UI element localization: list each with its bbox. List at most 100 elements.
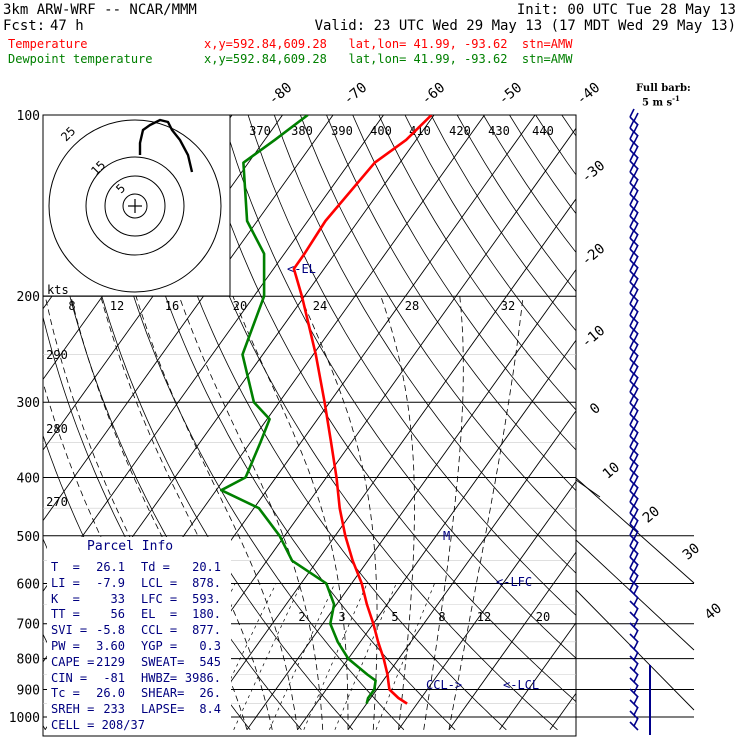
wind-barb <box>629 570 639 588</box>
legend-temperature-name: Temperature <box>8 37 88 51</box>
wind-barb-flag <box>633 222 639 232</box>
isotherm <box>448 551 576 731</box>
wind-barb-flag <box>629 482 635 492</box>
theta-label: 370 <box>249 124 271 138</box>
wind-barb <box>629 383 639 401</box>
wind-barb-flag <box>633 475 639 485</box>
hodograph-ring <box>48 119 222 293</box>
parcel-info-panel: Parcel Info T = 26.1 Td = 20.1 LI = -7.9 LCL =… <box>47 537 231 735</box>
hodograph-ring <box>122 193 148 219</box>
isotherm <box>549 692 576 731</box>
lcl-annotation: <-LCL <box>503 678 539 692</box>
wind-barb-flag <box>629 570 635 580</box>
init-time: Init: 00 UTC Tue 28 May 13 <box>516 2 736 18</box>
dry-adiabat <box>404 115 576 371</box>
pressure-label-800: 800 <box>17 653 40 668</box>
theta-side-label: 290 <box>46 348 68 362</box>
wind-barb-flag <box>629 526 635 536</box>
wind-barb-flag <box>633 156 639 166</box>
m-annotation: M <box>443 529 450 543</box>
wind-barb-flag <box>633 673 639 683</box>
wind-barb <box>629 405 639 423</box>
wind-barb-flag <box>633 200 639 210</box>
parcel-row-label: SREH = <box>51 702 95 717</box>
wind-barb-flag <box>633 497 639 507</box>
kts-label: kts <box>47 283 69 297</box>
pressure-label-500: 500 <box>17 530 40 545</box>
forecast-hour: 47 h <box>50 18 84 34</box>
temperature-profile <box>292 115 433 705</box>
legend-dewpoint-location: x,y=592.84,609.28 lat,lon= 41.99, -93.62… <box>204 52 573 66</box>
wind-barb-flag <box>633 651 639 661</box>
wind-barb-flag <box>633 530 639 540</box>
mixing-ratio-top-label: 16 <box>165 299 179 313</box>
wind-barb <box>629 240 639 258</box>
dry-adiabat <box>273 115 576 574</box>
wind-barb <box>629 174 639 192</box>
wind-barb <box>629 207 639 225</box>
wind-barb-flag <box>633 145 639 155</box>
parcel-row-value: 3.60 <box>96 639 125 653</box>
mixing-ratio-label: 12 <box>477 610 491 624</box>
wind-barb-flag <box>629 163 635 173</box>
dry-adiabat <box>221 115 576 659</box>
wind-barb <box>629 717 639 731</box>
isotherm <box>499 621 576 731</box>
parcel-row-value: 56 <box>110 607 125 622</box>
parcel-row-value: 26.0 <box>96 686 125 701</box>
theta-label: 380 <box>291 124 313 138</box>
wind-barb-flag <box>633 453 639 463</box>
pressure-label-700: 700 <box>17 618 40 633</box>
parcel-row-value: 26. <box>199 686 221 701</box>
isotherm <box>347 410 576 731</box>
parcel-row-label: CAPE = <box>51 654 95 669</box>
parcel-row-label: YGP = <box>141 639 178 653</box>
wind-barb <box>629 607 639 621</box>
dry-adiabat <box>247 115 576 616</box>
isotherm <box>196 198 576 731</box>
dry-adiabat <box>561 115 576 137</box>
wind-barb-flag <box>633 398 639 408</box>
parcel-row-label: HWBZ= <box>141 670 178 685</box>
wind-barb-flag <box>629 185 635 195</box>
theta-side-label: 270 <box>46 495 68 509</box>
parcel-row-value: 545 <box>199 654 221 669</box>
isotherm-label: 0 <box>587 400 604 418</box>
wind-barb-flag <box>633 277 639 287</box>
moist-adiabat <box>232 296 349 730</box>
wind-barb-flag <box>629 339 635 349</box>
isotherm-label: 10 <box>600 459 623 482</box>
wind-barb-flag <box>633 717 639 727</box>
wind-barb-flag <box>629 295 635 305</box>
isotherm-label: 40 <box>702 600 725 623</box>
wind-barb <box>629 152 639 170</box>
wind-barb <box>629 141 639 159</box>
dry-adiabat <box>352 115 576 451</box>
parcel-row-value: -81 <box>103 670 125 685</box>
parcel-row-value: 180. <box>192 607 221 622</box>
wind-barb <box>629 438 639 456</box>
dry-adiabat <box>509 115 576 215</box>
mixing-ratio-label: 2 <box>298 610 305 624</box>
parcel-row-label: PW = <box>51 639 80 653</box>
mixing-ratio-top-label: 24 <box>313 299 327 313</box>
wind-barb <box>629 108 639 126</box>
wind-barb-flag <box>633 596 639 606</box>
el-annotation: <-EL <box>287 262 316 276</box>
wind-barb-flag <box>633 574 639 584</box>
wind-barb-flag <box>629 438 635 448</box>
wind-barb-flag <box>629 493 635 503</box>
wind-barb-flag <box>629 548 635 558</box>
wind-barb-flag <box>633 189 639 199</box>
wind-barb <box>629 394 639 412</box>
isotherm-label: -50 <box>496 80 526 109</box>
wind-barb-flag <box>633 266 639 276</box>
moist-adiabat <box>300 296 378 730</box>
wind-barb-flag <box>633 607 639 617</box>
parcel-row-label: LI = <box>51 575 80 590</box>
dry-adiabat <box>90 115 405 731</box>
pressure-label-1000: 1000 <box>9 711 40 726</box>
parcel-row-value: 878. <box>192 575 221 590</box>
theta-label: 410 <box>409 124 431 138</box>
wind-barb-flag <box>633 233 639 243</box>
